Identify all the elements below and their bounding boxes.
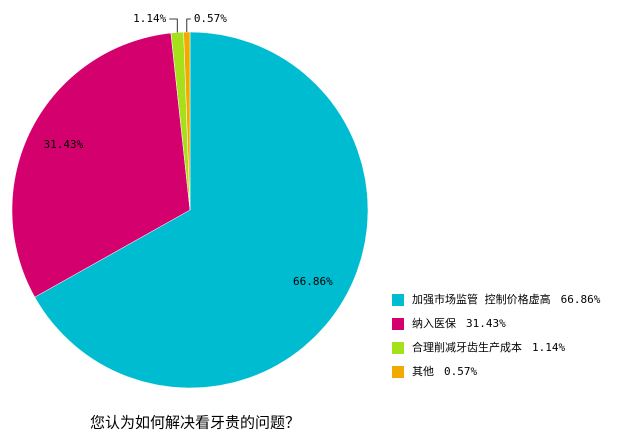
data-label: 1.14% — [133, 12, 166, 25]
legend-value: 1.14% — [532, 341, 565, 354]
pie-slice — [11, 32, 191, 298]
legend-label: 纳入医保 — [412, 316, 456, 330]
legend-value: 66.86% — [561, 293, 601, 306]
leader-line — [186, 18, 191, 33]
legend-label: 其他 — [412, 365, 434, 378]
legend-swatch — [392, 342, 404, 354]
legend-swatch — [392, 294, 404, 306]
leader-line — [169, 18, 178, 33]
pie-slice — [34, 31, 369, 389]
legend-swatch — [392, 366, 404, 378]
chart-title: 您认为如何解决看牙贵的问题？ — [90, 414, 300, 432]
legend-swatch — [392, 318, 404, 330]
legend-label: 合理削减牙齿生产成本 — [412, 340, 522, 354]
data-label: 66.86% — [293, 275, 333, 288]
legend-label: 加强市场监管 控制价格虚高 — [412, 292, 551, 306]
legend-value: 0.57% — [444, 365, 477, 378]
data-label: 0.57% — [194, 12, 227, 25]
legend-value: 31.43% — [466, 317, 506, 330]
data-label: 31.43% — [44, 138, 84, 151]
